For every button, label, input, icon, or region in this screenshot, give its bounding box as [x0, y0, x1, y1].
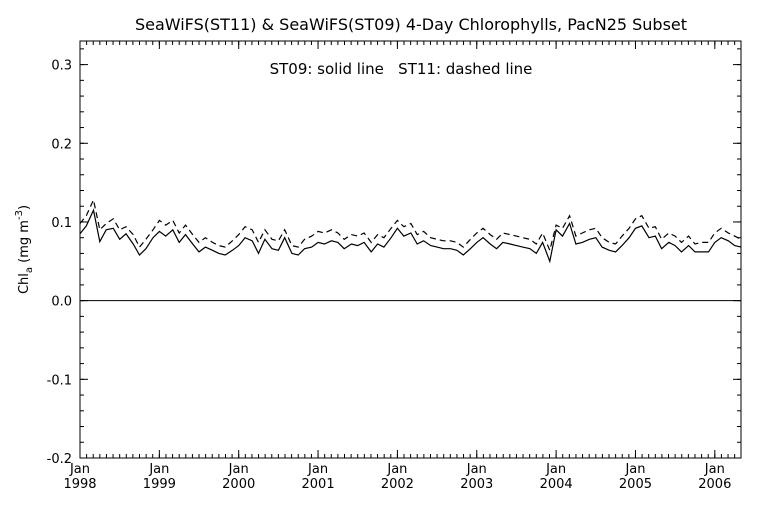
- series-annotation: ST09: solid line ST11: dashed line: [270, 60, 533, 78]
- x-tick-label-month: Jan: [148, 462, 169, 477]
- x-tick-label-year: 2006: [698, 477, 731, 492]
- x-tick-label-month: Jan: [545, 462, 566, 477]
- plot-frame: [79, 40, 742, 459]
- y-tick-label: 0.2: [51, 137, 72, 152]
- y-tick-label: 0.0: [51, 295, 72, 310]
- x-tick-label-year: 1998: [63, 477, 96, 492]
- x-tick-label-month: Jan: [228, 462, 249, 477]
- x-tick-label-year: 2000: [222, 477, 255, 492]
- y-tick-label: 0.1: [51, 216, 72, 231]
- x-tick-label-month: Jan: [466, 462, 487, 477]
- series-line-st09: [79, 208, 742, 264]
- x-tick-label-year: 2005: [619, 477, 652, 492]
- y-axis-label: Chla (mg m-3): [14, 205, 35, 294]
- y-tick-label: -0.1: [47, 373, 72, 388]
- x-tick-label-year: 2003: [460, 477, 493, 492]
- x-tick-label-year: 2004: [540, 477, 573, 492]
- x-tick-label-year: 1999: [143, 477, 176, 492]
- x-tick-label-month: Jan: [386, 462, 407, 477]
- chart-title: SeaWiFS(ST11) & SeaWiFS(ST09) 4-Day Chlo…: [135, 15, 687, 34]
- x-tick-label-year: 2002: [381, 477, 414, 492]
- x-tick-label-month: Jan: [624, 462, 645, 477]
- x-tick-label-month: Jan: [704, 462, 725, 477]
- x-tick-label-year: 2001: [302, 477, 335, 492]
- series-line-st11: [79, 197, 742, 253]
- plot-area: -0.2-0.10.00.10.20.3Jan1998Jan1999Jan200…: [47, 40, 742, 492]
- y-tick-label: -0.2: [47, 452, 72, 467]
- x-tick-label-month: Jan: [69, 462, 90, 477]
- x-tick-label-month: Jan: [307, 462, 328, 477]
- y-axis-label-text: Chla (mg m-3): [14, 205, 35, 294]
- y-tick-label: 0.3: [51, 59, 72, 74]
